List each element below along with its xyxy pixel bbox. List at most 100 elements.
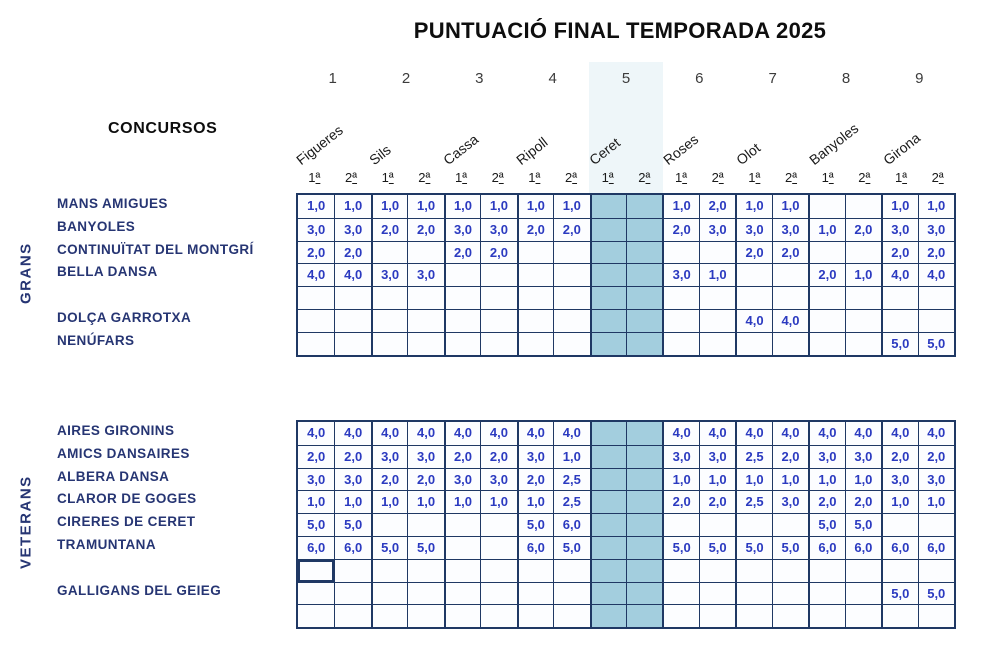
round-number: 2 — [858, 170, 866, 185]
score-cell: 5,0 — [334, 513, 371, 536]
score-cell — [625, 240, 663, 264]
score-cell: 3,0 — [516, 444, 554, 468]
page-title: PUNTUACIÓ FINAL TEMPORADA 2025 — [413, 18, 827, 43]
score-cell: 5,0 — [407, 535, 444, 559]
score-cell: 6,0 — [808, 535, 845, 559]
score-cell: 3,0 — [334, 467, 371, 491]
team-label: CLAROR DE GOGES — [57, 491, 197, 507]
round-number: 1 — [381, 170, 389, 185]
score-cell: 1,0 — [881, 490, 918, 514]
ordinal-mark: ª — [645, 170, 651, 185]
score-cell: 1,0 — [698, 467, 736, 491]
score-cell — [589, 604, 626, 628]
score-cell — [370, 513, 408, 536]
venue-header: Ceret — [586, 134, 624, 168]
score-cell — [625, 422, 663, 445]
score-cell — [443, 558, 481, 582]
score-cell: 5,0 — [516, 513, 554, 536]
ordinal-mark: ª — [902, 170, 908, 185]
round-subheader-row: 1ª 2ª 1ª 2ª 1ª 2ª 1ª 2ª 1ª 2ª 1ª 2ª 1ª 2ª 1ª 2ª 1ª 2ª — [296, 170, 956, 192]
veterans-score-table: 4,0 4,0 4,0 4,0 4,0 4,0 4,0 4,0 4,0 4,0 4,0 4,0 4,0 4… — [296, 420, 956, 630]
score-cell: 3,0 — [881, 467, 918, 491]
score-cell — [407, 581, 444, 605]
score-cell: 1,0 — [516, 490, 554, 514]
score-cell: 2,0 — [407, 217, 444, 241]
round-subheader: 2ª — [846, 170, 883, 192]
score-cell: 1,0 — [480, 490, 517, 514]
score-cell: 1,0 — [407, 490, 444, 514]
round-subheader: 1ª — [516, 170, 553, 192]
score-cell: 2,0 — [881, 240, 918, 264]
round-number: 2 — [418, 170, 426, 185]
score-cell: 1,0 — [771, 467, 809, 491]
score-cell: 6,0 — [553, 513, 590, 536]
round-number: 2 — [711, 170, 719, 185]
score-cell: 1,0 — [480, 195, 517, 218]
score-cell — [407, 558, 444, 582]
score-cell: 2,0 — [334, 444, 371, 468]
score-cell: 6,0 — [844, 535, 882, 559]
score-cell — [480, 558, 517, 582]
column-number: 6 — [695, 70, 704, 87]
score-cell — [625, 604, 663, 628]
score-cell: 2,0 — [298, 444, 335, 468]
score-cell — [553, 558, 590, 582]
score-cell — [698, 558, 736, 582]
ceret-header-tint — [589, 62, 663, 193]
score-cell — [334, 331, 371, 355]
score-cell: 2,0 — [662, 217, 699, 241]
score-cell — [625, 217, 663, 241]
score-cell — [298, 286, 335, 309]
score-cell — [589, 581, 626, 605]
concursos-heading: CONCURSOS — [108, 120, 218, 137]
score-cell: 1,0 — [298, 195, 335, 218]
score-cell: 1,0 — [844, 467, 882, 491]
team-label: BANYOLES — [57, 218, 136, 234]
score-cell — [480, 263, 517, 287]
score-cell — [662, 240, 699, 264]
round-number: 1 — [894, 170, 903, 185]
score-cell — [370, 286, 408, 309]
score-cell — [771, 513, 809, 536]
score-cell — [881, 286, 918, 309]
score-cell: 3,0 — [370, 263, 408, 287]
score-cell: 6,0 — [298, 535, 335, 559]
score-cell — [407, 513, 444, 536]
column-number: 1 — [328, 70, 337, 87]
score-cell: 2,0 — [698, 490, 736, 514]
score-cell — [625, 513, 663, 536]
score-cell — [443, 604, 481, 628]
score-cell — [516, 263, 554, 287]
score-cell — [662, 581, 699, 605]
score-cell — [625, 581, 663, 605]
score-cell: 6,0 — [917, 535, 954, 559]
score-cell: 3,0 — [662, 263, 699, 287]
venue-header: Girona — [879, 129, 923, 168]
score-cell — [589, 286, 626, 309]
score-cell: 1,0 — [370, 195, 408, 218]
score-cell — [698, 604, 736, 628]
score-cell — [370, 308, 408, 332]
score-cell — [589, 263, 626, 287]
score-cell — [698, 308, 736, 332]
score-cell — [480, 581, 517, 605]
team-label: AMICS DANSAIRES — [57, 445, 190, 461]
round-number: 2 — [638, 170, 646, 185]
score-cell: 2,0 — [480, 240, 517, 264]
round-number: 2 — [931, 170, 939, 185]
score-cell — [625, 467, 663, 491]
score-cell: 4,0 — [771, 308, 809, 332]
score-cell: 2,0 — [443, 444, 481, 468]
score-cell — [589, 444, 626, 468]
score-cell — [589, 513, 626, 536]
score-cell: 5,0 — [881, 331, 918, 355]
column-number: 3 — [475, 70, 484, 87]
score-cell — [698, 286, 736, 309]
score-cell: 5,0 — [881, 581, 918, 605]
score-cell — [625, 263, 663, 287]
score-cell — [625, 535, 663, 559]
score-cell — [370, 558, 408, 582]
score-cell — [881, 513, 918, 536]
score-cell: 5,0 — [771, 535, 809, 559]
score-cell — [589, 308, 626, 332]
